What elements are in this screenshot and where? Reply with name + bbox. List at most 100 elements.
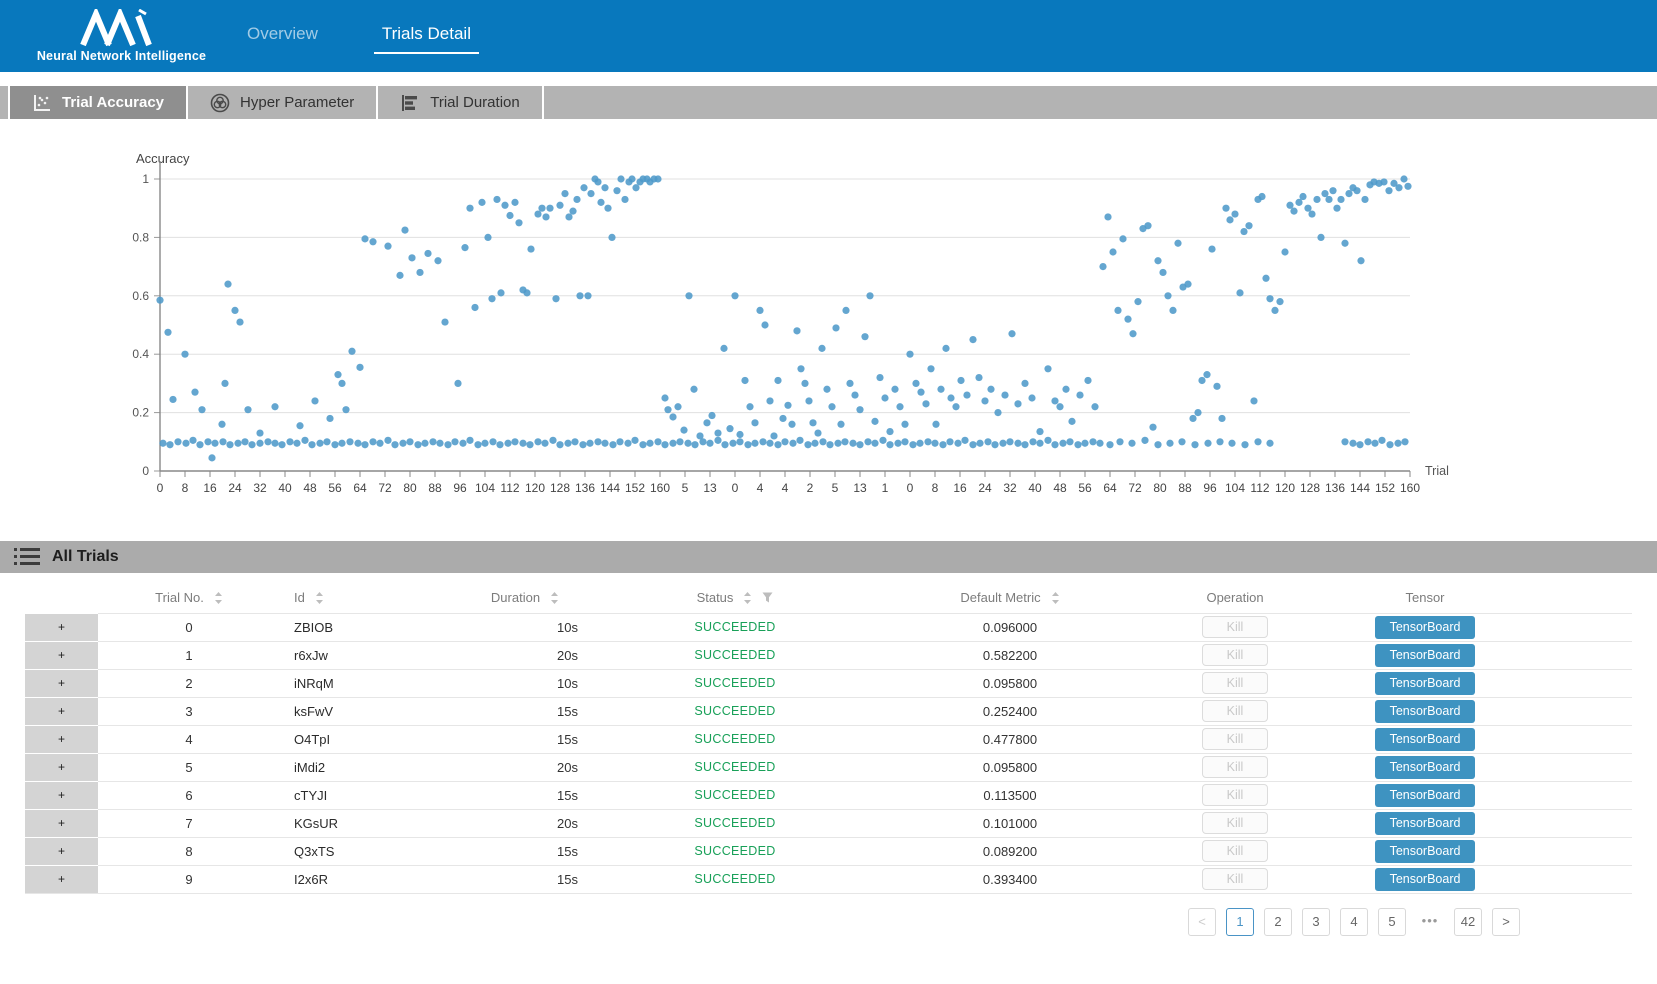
scatter-point: [617, 175, 624, 182]
sort-icon[interactable]: [315, 591, 324, 605]
expand-row-button[interactable]: +: [25, 725, 98, 753]
page-button-42[interactable]: 42: [1454, 908, 1482, 936]
svg-text:64: 64: [1103, 481, 1117, 495]
accuracy-scatter-svg[interactable]: Accuracy00.20.40.60.81081624324048566472…: [0, 119, 1657, 521]
svg-text:48: 48: [303, 481, 317, 495]
scatter-point: [511, 438, 518, 445]
svg-text:0: 0: [142, 464, 149, 478]
scatter-point: [169, 396, 176, 403]
sort-icon[interactable]: [743, 591, 752, 605]
default-metric-cell: 0.096000: [860, 613, 1160, 641]
kill-button[interactable]: Kill: [1202, 728, 1268, 750]
scatter-point: [729, 440, 736, 447]
expand-row-button[interactable]: +: [25, 837, 98, 865]
scatter-point: [1001, 391, 1008, 398]
scatter-point: [391, 441, 398, 448]
page-button-2[interactable]: 2: [1264, 908, 1292, 936]
tensorboard-button[interactable]: TensorBoard: [1375, 616, 1475, 639]
accuracy-chart[interactable]: Accuracy00.20.40.60.81081624324048566472…: [0, 119, 1657, 521]
kill-button[interactable]: Kill: [1202, 868, 1268, 890]
tensorboard-button[interactable]: TensorBoard: [1375, 672, 1475, 695]
scatter-point: [714, 429, 721, 436]
tensorboard-button[interactable]: TensorBoard: [1375, 784, 1475, 807]
col-header-id[interactable]: Id: [280, 583, 440, 613]
tab-trial-accuracy[interactable]: Trial Accuracy: [8, 86, 188, 119]
expand-row-button[interactable]: +: [25, 809, 98, 837]
tensorboard-button[interactable]: TensorBoard: [1375, 644, 1475, 667]
scatter-point: [1371, 440, 1378, 447]
sort-icon[interactable]: [214, 591, 223, 605]
expand-row-button[interactable]: +: [25, 613, 98, 641]
kill-button[interactable]: Kill: [1202, 644, 1268, 666]
row-spacer: [1540, 725, 1632, 753]
page-button-4[interactable]: 4: [1340, 908, 1368, 936]
scatter-point: [801, 380, 808, 387]
scatter-point: [196, 441, 203, 448]
tab-trial-duration[interactable]: Trial Duration: [378, 86, 543, 119]
svg-text:128: 128: [550, 481, 570, 495]
status-cell: SUCCEEDED: [610, 725, 860, 753]
scatter-point: [957, 377, 964, 384]
expand-row-button[interactable]: +: [25, 781, 98, 809]
col-header-duration[interactable]: Duration: [440, 583, 610, 613]
svg-text:72: 72: [378, 481, 392, 495]
scatter-point: [434, 257, 441, 264]
col-header-default-metric[interactable]: Default Metric: [860, 583, 1160, 613]
tensorboard-button[interactable]: TensorBoard: [1375, 868, 1475, 891]
svg-text:16: 16: [953, 481, 967, 495]
page-button-1[interactable]: 1: [1226, 908, 1254, 936]
col-header-status[interactable]: Status: [610, 583, 860, 613]
kill-button[interactable]: Kill: [1202, 812, 1268, 834]
next-page-button[interactable]: >: [1492, 908, 1520, 936]
expand-row-button[interactable]: +: [25, 753, 98, 781]
kill-button[interactable]: Kill: [1202, 616, 1268, 638]
scatter-point: [224, 281, 231, 288]
scatter-point: [756, 307, 763, 314]
tensorboard-button[interactable]: TensorBoard: [1375, 812, 1475, 835]
page-button-3[interactable]: 3: [1302, 908, 1330, 936]
scatter-point: [587, 190, 594, 197]
expand-row-button[interactable]: +: [25, 641, 98, 669]
table-row: +2iNRqM10sSUCCEEDED0.095800KillTensorBoa…: [25, 669, 1632, 697]
kill-button[interactable]: Kill: [1202, 672, 1268, 694]
expand-row-button[interactable]: +: [25, 669, 98, 697]
scatter-point: [1203, 371, 1210, 378]
col-header-trial-no-[interactable]: Trial No.: [98, 583, 280, 613]
scatter-point: [189, 437, 196, 444]
scatter-point: [1044, 437, 1051, 444]
scatter-point: [1044, 365, 1051, 372]
expand-row-button[interactable]: +: [25, 865, 98, 893]
row-spacer: [1540, 837, 1632, 865]
kill-button[interactable]: Kill: [1202, 784, 1268, 806]
nav-tab-overview[interactable]: Overview: [245, 18, 320, 54]
sort-icon[interactable]: [1051, 591, 1060, 605]
filter-icon[interactable]: [762, 592, 773, 603]
scatter-point: [1356, 441, 1363, 448]
nav-tab-trials-detail[interactable]: Trials Detail: [380, 18, 473, 54]
scatter-point: [1386, 441, 1393, 448]
scatter-point: [1325, 196, 1332, 203]
scatter-point: [871, 440, 878, 447]
default-metric-cell: 0.582200: [860, 641, 1160, 669]
tab-label: Hyper Parameter: [240, 94, 354, 111]
scatter-point: [1404, 183, 1411, 190]
scatter-point: [211, 440, 218, 447]
prev-page-button[interactable]: <: [1188, 908, 1216, 936]
sort-icon[interactable]: [550, 591, 559, 605]
tensorboard-button[interactable]: TensorBoard: [1375, 756, 1475, 779]
kill-button[interactable]: Kill: [1202, 756, 1268, 778]
scatter-point: [703, 419, 710, 426]
tensorboard-button[interactable]: TensorBoard: [1375, 728, 1475, 751]
kill-button[interactable]: Kill: [1202, 840, 1268, 862]
tab-hyper-parameter[interactable]: Hyper Parameter: [188, 86, 378, 119]
scatter-point: [1106, 441, 1113, 448]
tensorboard-button[interactable]: TensorBoard: [1375, 700, 1475, 723]
trial-id-cell: iMdi2: [280, 753, 440, 781]
page-button-5[interactable]: 5: [1378, 908, 1406, 936]
expand-row-button[interactable]: +: [25, 697, 98, 725]
list-icon: [14, 547, 40, 567]
status-cell: SUCCEEDED: [610, 641, 860, 669]
tensorboard-button[interactable]: TensorBoard: [1375, 840, 1475, 863]
scatter-point: [1213, 383, 1220, 390]
kill-button[interactable]: Kill: [1202, 700, 1268, 722]
